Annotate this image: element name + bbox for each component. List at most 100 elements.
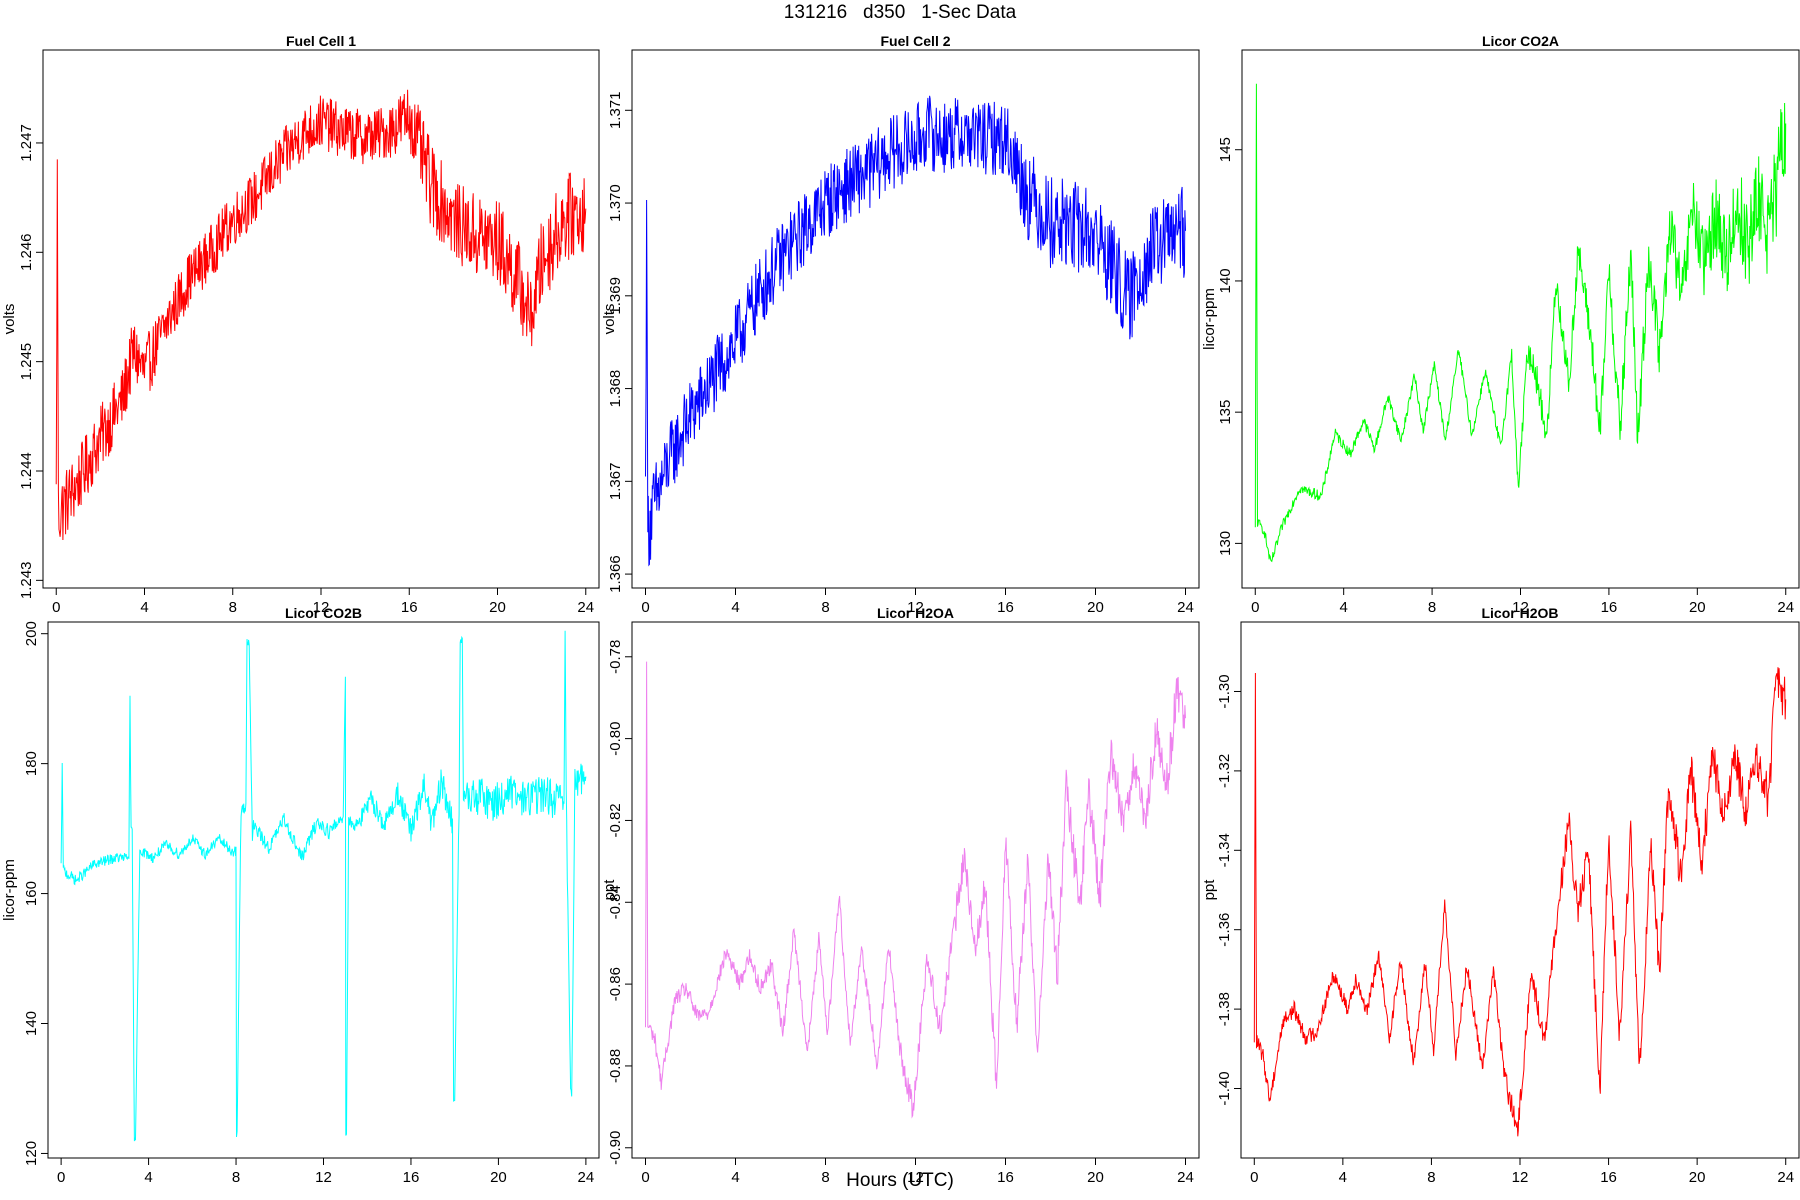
x-tick-label: 24 bbox=[1777, 1169, 1794, 1186]
y-tick-label: -0.84 bbox=[607, 885, 624, 919]
series-group bbox=[645, 661, 1186, 1119]
y-tick-label: 1.370 bbox=[607, 184, 624, 222]
chart-svg: Licor CO2B licor-ppm 0 4 8 12 16 20 24 120 140 160 1… bbox=[1, 605, 600, 1186]
x-tick-label: 16 bbox=[1601, 599, 1618, 616]
x-tick-label: 8 bbox=[1427, 1169, 1435, 1186]
panel-licor-co2b: Licor CO2B licor-ppm 0 4 8 12 16 20 24 120 140 160 1… bbox=[0, 600, 600, 1186]
x-tick-label: 24 bbox=[1177, 599, 1194, 616]
data-line bbox=[55, 89, 587, 541]
x-tick-label: 4 bbox=[731, 599, 739, 616]
y-axis-label: ppt bbox=[1201, 879, 1218, 901]
y-tick-label: -1.30 bbox=[1216, 674, 1233, 708]
x-tick-label: 24 bbox=[1777, 599, 1794, 616]
x-tick-label: 20 bbox=[1689, 1169, 1706, 1186]
x-tick-label: 4 bbox=[144, 1169, 152, 1186]
panel-title: Licor CO2A bbox=[1482, 33, 1559, 49]
y-tick-label: -0.78 bbox=[607, 640, 624, 674]
y-tick-label: -0.82 bbox=[607, 803, 624, 837]
x-tick-label: 4 bbox=[1340, 599, 1348, 616]
panel-licor-h2ob: Licor H2OB ppt 0 4 8 12 16 20 24 -1.40 -1.38 -1.36 -… bbox=[1200, 600, 1800, 1186]
x-tick-label: 0 bbox=[641, 599, 649, 616]
series-group bbox=[55, 89, 587, 541]
y-tick-label: 1.366 bbox=[607, 555, 624, 593]
y-tick-label: 180 bbox=[23, 751, 40, 776]
x-tick-label: 16 bbox=[1600, 1169, 1617, 1186]
y-tick-label: 1.367 bbox=[607, 463, 624, 501]
common-x-axis-label: Hours (UTC) bbox=[846, 1170, 954, 1191]
x-tick-label: 12 bbox=[1512, 1169, 1529, 1186]
x-tick-label: 16 bbox=[401, 599, 418, 616]
plot-frame bbox=[47, 621, 600, 1159]
y-tick-label: -1.40 bbox=[1216, 1071, 1233, 1105]
data-line bbox=[60, 630, 587, 1142]
x-tick-label: 0 bbox=[1250, 1169, 1258, 1186]
y-axis-label: volts bbox=[1, 304, 18, 335]
x-tick-label: 12 bbox=[313, 599, 330, 616]
x-tick-label: 12 bbox=[907, 1169, 924, 1186]
x-tick-label: 16 bbox=[997, 1169, 1014, 1186]
x-tick-label: 8 bbox=[1428, 599, 1436, 616]
y-tick-label: -0.86 bbox=[607, 967, 624, 1001]
y-tick-label: -1.36 bbox=[1216, 913, 1233, 947]
series-group bbox=[645, 95, 1186, 567]
x-tick-label: 12 bbox=[1512, 599, 1529, 616]
x-tick-label: 20 bbox=[489, 599, 506, 616]
x-tick-label: 4 bbox=[731, 1169, 739, 1186]
panel-licor-h2oa: Licor H2OA ppt 0 4 8 12 16 20 24 -0.90 -0.88 -0.86 -… bbox=[600, 600, 1200, 1186]
chart-svg: Licor CO2A licor-ppm 0 4 8 12 16 20 24 130 135 140 1… bbox=[1201, 33, 1800, 616]
x-tick-label: 4 bbox=[140, 599, 148, 616]
y-tick-label: 1.247 bbox=[18, 124, 35, 162]
y-tick-label: 200 bbox=[23, 621, 40, 646]
x-tick-label: 0 bbox=[641, 1169, 649, 1186]
x-tick-label: 16 bbox=[403, 1169, 420, 1186]
panel-fuel-cell-1: Fuel Cell 1 volts 0 4 8 12 16 20 24 1.243 1.244 1.2… bbox=[0, 30, 600, 616]
panel-title: Fuel Cell 2 bbox=[880, 33, 950, 49]
y-tick-label: 1.244 bbox=[18, 452, 35, 490]
x-tick-label: 8 bbox=[229, 599, 237, 616]
series-group bbox=[1254, 83, 1787, 563]
y-tick-label: -1.32 bbox=[1216, 754, 1233, 788]
y-axis-label: licor-ppm bbox=[1201, 288, 1218, 350]
plot-frame bbox=[631, 621, 1200, 1159]
panel-title: Licor CO2B bbox=[285, 605, 362, 621]
plot-frame bbox=[1240, 621, 1800, 1159]
y-tick-label: 1.371 bbox=[607, 92, 624, 130]
data-line bbox=[1254, 83, 1787, 563]
y-axis-label: ppt bbox=[601, 879, 618, 901]
x-tick-label: 0 bbox=[57, 1169, 65, 1186]
x-tick-label: 12 bbox=[907, 599, 924, 616]
x-tick-label: 0 bbox=[1251, 599, 1259, 616]
x-tick-label: 8 bbox=[232, 1169, 240, 1186]
chart-svg: Licor H2OB ppt 0 4 8 12 16 20 24 -1.40 -1.38 -1.36 -… bbox=[1201, 605, 1800, 1186]
y-tick-label: -0.88 bbox=[607, 1049, 624, 1083]
y-axis-label: volts bbox=[601, 304, 618, 335]
panel-title: Fuel Cell 1 bbox=[286, 33, 356, 49]
plot-frame bbox=[631, 49, 1200, 589]
y-tick-label: 140 bbox=[1217, 268, 1234, 293]
y-tick-label: 120 bbox=[23, 1141, 40, 1166]
x-tick-label: 24 bbox=[1177, 1169, 1194, 1186]
y-tick-label: 160 bbox=[23, 881, 40, 906]
x-tick-label: 20 bbox=[490, 1169, 507, 1186]
panel-fuel-cell-2: Fuel Cell 2 volts 0 4 8 12 16 20 24 1.366 1.367 1.3… bbox=[600, 30, 1200, 616]
y-tick-label: 1.245 bbox=[18, 343, 35, 381]
series-group bbox=[1253, 667, 1787, 1137]
x-tick-label: 20 bbox=[1087, 599, 1104, 616]
series-group bbox=[60, 630, 587, 1142]
y-tick-label: 1.243 bbox=[18, 562, 35, 600]
x-tick-label: 12 bbox=[315, 1169, 332, 1186]
y-tick-label: 1.368 bbox=[607, 370, 624, 408]
x-tick-label: 24 bbox=[577, 599, 594, 616]
data-line bbox=[645, 661, 1186, 1119]
y-tick-label: 145 bbox=[1217, 137, 1234, 162]
y-tick-label: -1.34 bbox=[1216, 833, 1233, 867]
y-tick-label: -0.80 bbox=[607, 722, 624, 756]
y-tick-label: 135 bbox=[1217, 400, 1234, 425]
data-line bbox=[645, 95, 1186, 567]
plot-frame bbox=[1241, 49, 1800, 589]
figure-title: 131216 d350 1-Sec Data bbox=[783, 2, 1017, 23]
panel-title: Licor H2OA bbox=[877, 605, 954, 621]
panel-licor-co2a: Licor CO2A licor-ppm 0 4 8 12 16 20 24 130 135 140 1… bbox=[1200, 30, 1800, 616]
y-tick-label: 130 bbox=[1217, 531, 1234, 556]
y-axis-label: licor-ppm bbox=[1, 859, 18, 921]
